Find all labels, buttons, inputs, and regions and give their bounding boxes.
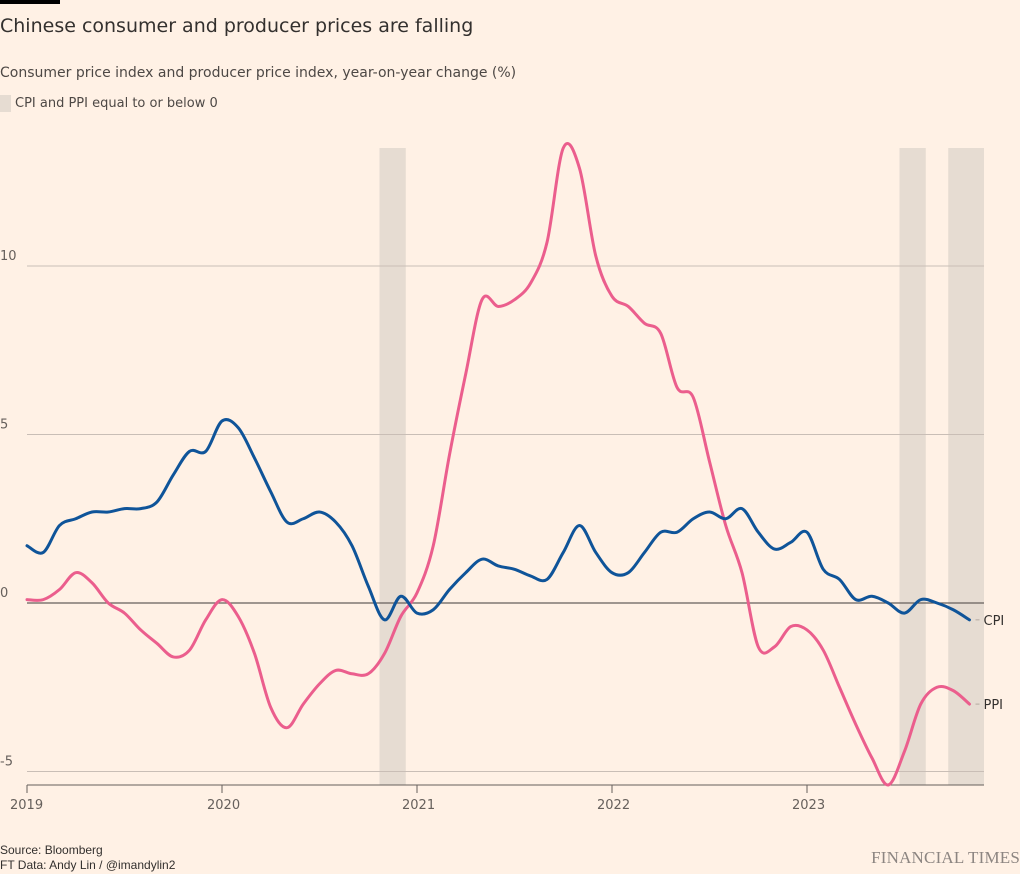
- x-tick-label: 2021: [402, 798, 435, 813]
- legend-shade-swatch: [0, 95, 11, 112]
- cpi-line: [25, 418, 971, 622]
- ft-brand-logo: FINANCIAL TIMES: [871, 848, 1020, 867]
- y-tick-label: -5: [0, 755, 13, 770]
- legend: CPI and PPI equal to or below 0: [0, 95, 218, 112]
- legend-label: CPI and PPI equal to or below 0: [15, 96, 218, 111]
- source-text: Source: Bloomberg: [0, 843, 103, 857]
- y-tick-label: 0: [0, 586, 8, 601]
- shaded-regions: [379, 148, 984, 785]
- x-tick-label: 2019: [10, 798, 43, 813]
- ppi-end-label: PPI: [984, 698, 1004, 713]
- source-note: Source: Bloomberg FT Data: Andy Lin / @i…: [0, 843, 175, 873]
- x-tick-label: 2022: [597, 798, 630, 813]
- ppi-line: [25, 141, 971, 787]
- ft-top-bar: [0, 0, 60, 4]
- shaded-region: [379, 148, 406, 785]
- x-axis: 2019 2020 2021 2022 2023: [10, 784, 984, 813]
- x-tick-label: 2020: [207, 798, 240, 813]
- shaded-region: [899, 148, 926, 785]
- cpi-end-label: CPI: [984, 614, 1005, 629]
- shaded-region: [948, 148, 984, 785]
- series-lines: [25, 141, 971, 787]
- gridlines: [27, 265, 984, 772]
- x-tick-label: 2023: [792, 798, 825, 813]
- chart-title: Chinese consumer and producer prices are…: [0, 15, 474, 37]
- chart-subtitle: Consumer price index and producer price …: [0, 65, 517, 81]
- y-tick-label: 5: [0, 418, 8, 433]
- series-end-labels: PPI CPI: [975, 614, 1005, 713]
- y-axis: -5 0 5 10: [0, 249, 17, 770]
- credit-text: FT Data: Andy Lin / @imandylin2: [0, 858, 176, 872]
- y-tick-label: 10: [0, 249, 17, 264]
